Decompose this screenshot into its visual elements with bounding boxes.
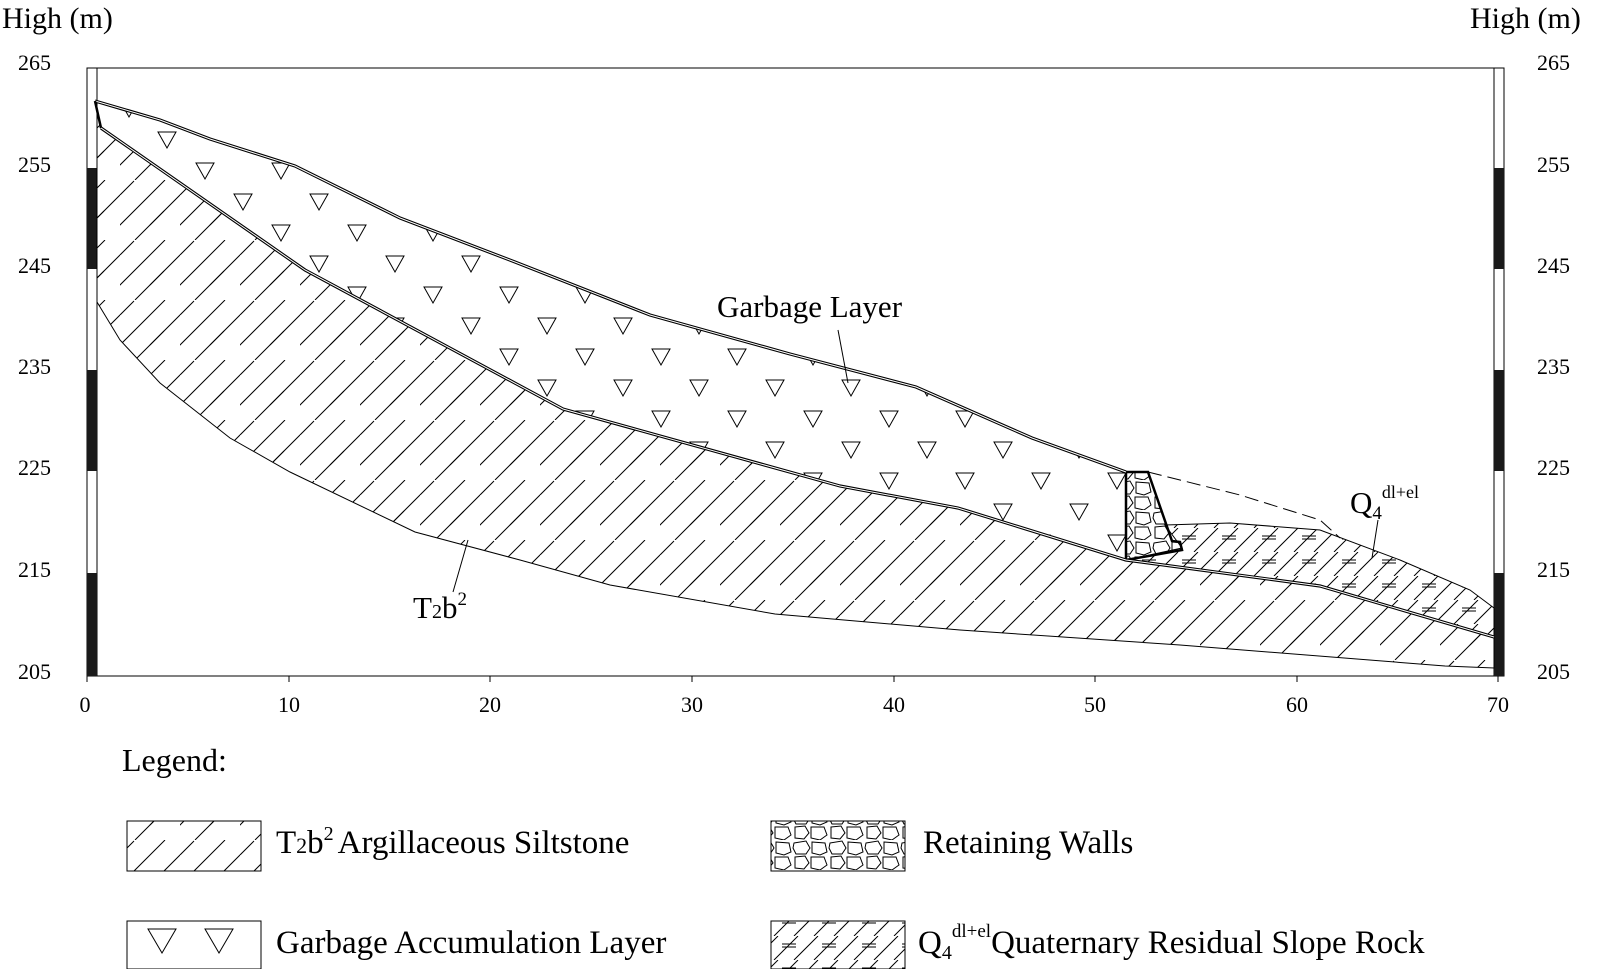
legend-title: Legend: xyxy=(122,742,227,778)
legend-item-quaternary: Q4dl+elQuaternary Residual Slope Rock xyxy=(770,920,1425,969)
tick-label: 70 xyxy=(1487,692,1509,717)
right-axis-title: High (m) xyxy=(1470,2,1581,35)
tick-label: 235 xyxy=(1537,354,1570,379)
ground-surface-inner xyxy=(94,100,1127,473)
legend-swatch-retaining-walls xyxy=(770,820,906,872)
retaining-wall xyxy=(1124,470,1184,562)
tick-label: 265 xyxy=(18,50,51,75)
bedrock-leader-line xyxy=(452,539,469,593)
left-scale-bar xyxy=(86,67,98,677)
legend-swatch-garbage xyxy=(126,920,262,969)
garbage-wedge-edge xyxy=(93,100,103,129)
tick-label: 40 xyxy=(883,692,905,717)
garbage-layer xyxy=(95,101,1126,560)
bedrock-label: T2b2 xyxy=(413,589,467,625)
legend-label-retaining-walls: Retaining Walls xyxy=(923,825,1133,861)
quaternary-leader-line xyxy=(1371,519,1379,559)
legend-item-retaining-walls: Retaining Walls xyxy=(770,820,1133,872)
left-axis-title: High (m) xyxy=(2,2,113,35)
legend-swatch-quaternary xyxy=(770,920,906,969)
tick-label: 0 xyxy=(80,692,91,717)
tick-label: 265 xyxy=(1537,50,1570,75)
tick-label: 20 xyxy=(479,692,501,717)
tick-label: 205 xyxy=(18,659,51,684)
x-axis-ticks xyxy=(86,676,1499,682)
legend-swatch-siltstone xyxy=(126,820,262,872)
legend-label-siltstone: T2b2 Argillaceous Siltstone xyxy=(276,823,629,861)
tick-label: 30 xyxy=(681,692,703,717)
right-y-ticks: 265 255 245 235 225 215 205 xyxy=(1537,50,1570,684)
tick-label: 225 xyxy=(1537,455,1570,480)
tick-label: 60 xyxy=(1286,692,1308,717)
garbage-layer-label: Garbage Layer xyxy=(717,289,903,324)
legend-label-garbage: Garbage Accumulation Layer xyxy=(276,925,666,961)
legend-item-siltstone: T2b2 Argillaceous Siltstone xyxy=(126,820,629,872)
tick-label: 205 xyxy=(1537,659,1570,684)
legend-triangle-icon xyxy=(147,928,234,954)
garbage-leader-line xyxy=(837,329,849,384)
original-ground-dashed-line xyxy=(1147,471,1341,539)
tick-label: 245 xyxy=(1537,253,1570,278)
quaternary-label: Q4dl+el xyxy=(1350,482,1419,524)
left-y-ticks: 265 255 245 235 225 215 205 xyxy=(18,50,51,684)
tick-label: 215 xyxy=(18,557,51,582)
legend-item-garbage: Garbage Accumulation Layer xyxy=(126,920,666,969)
legend-label-quaternary: Q4dl+elQuaternary Residual Slope Rock xyxy=(918,921,1425,964)
tick-label: 215 xyxy=(1537,557,1570,582)
tick-label: 245 xyxy=(18,253,51,278)
tick-label: 235 xyxy=(18,354,51,379)
tick-label: 225 xyxy=(18,455,51,480)
tick-label: 50 xyxy=(1084,692,1106,717)
tick-label: 10 xyxy=(278,692,300,717)
right-scale-bar xyxy=(1493,67,1505,677)
tick-label: 255 xyxy=(18,152,51,177)
bedrock-contact-inner xyxy=(100,127,1495,638)
tick-label: 255 xyxy=(1537,152,1570,177)
x-axis-labels: 0 10 20 30 40 50 60 70 xyxy=(80,692,1510,717)
